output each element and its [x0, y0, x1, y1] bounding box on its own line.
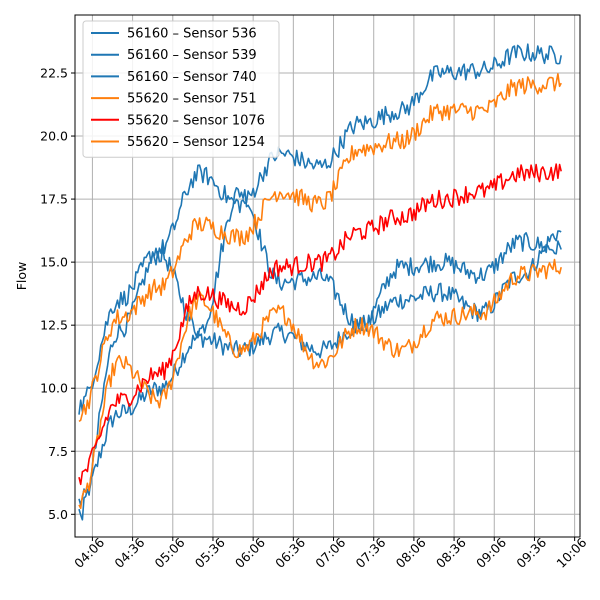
series-line-3: [78, 73, 562, 423]
x-tick-label: 07:36: [352, 535, 388, 571]
x-tick-label: 05:06: [152, 535, 188, 571]
y-tick-label: 15.0: [40, 255, 68, 270]
x-tick-label: 05:36: [192, 535, 228, 571]
x-tick-label: 09:36: [513, 535, 549, 571]
x-tick-label: 04:36: [111, 535, 147, 571]
legend: 56160 – Sensor 536 56160 – Sensor 539 5616…: [82, 20, 280, 158]
x-tick-label: 09:06: [473, 535, 509, 571]
y-tick-label: 5.0: [48, 507, 68, 522]
y-tick-label: 22.5: [40, 66, 68, 81]
y-tick-label: 10.0: [40, 381, 68, 396]
y-axis-label: Flow: [14, 262, 29, 291]
x-tick-label: 08:36: [433, 535, 469, 571]
legend-label: 55620 – Sensor 751: [127, 92, 257, 107]
x-tick-label: 04:06: [71, 535, 107, 571]
legend-label: 55620 – Sensor 1076: [127, 113, 265, 128]
legend-label: 56160 – Sensor 740: [127, 70, 257, 85]
y-tick-label: 17.5: [40, 192, 68, 207]
y-tick-label: 20.0: [40, 129, 68, 144]
x-tick-label: 06:06: [232, 535, 268, 571]
series-line-2: [78, 43, 562, 415]
legend-label: 56160 – Sensor 536: [127, 27, 257, 42]
x-tick-label: 06:36: [272, 535, 308, 571]
legend-label: 56160 – Sensor 539: [127, 48, 257, 63]
series-line-4: [78, 163, 562, 486]
series-line-5: [78, 258, 562, 510]
x-tick-label: 07:06: [312, 535, 348, 571]
legend-label: 55620 – Sensor 1254: [127, 135, 265, 150]
y-tick-label: 7.5: [48, 444, 68, 459]
plot-frame: [74, 14, 581, 538]
series-layer: [78, 43, 562, 521]
y-tick-label: 12.5: [40, 318, 68, 333]
x-tick-label: 10:06: [553, 535, 589, 571]
x-tick-label: 08:06: [393, 535, 429, 571]
series-line-0: [78, 187, 562, 521]
legend-box: [82, 20, 280, 158]
